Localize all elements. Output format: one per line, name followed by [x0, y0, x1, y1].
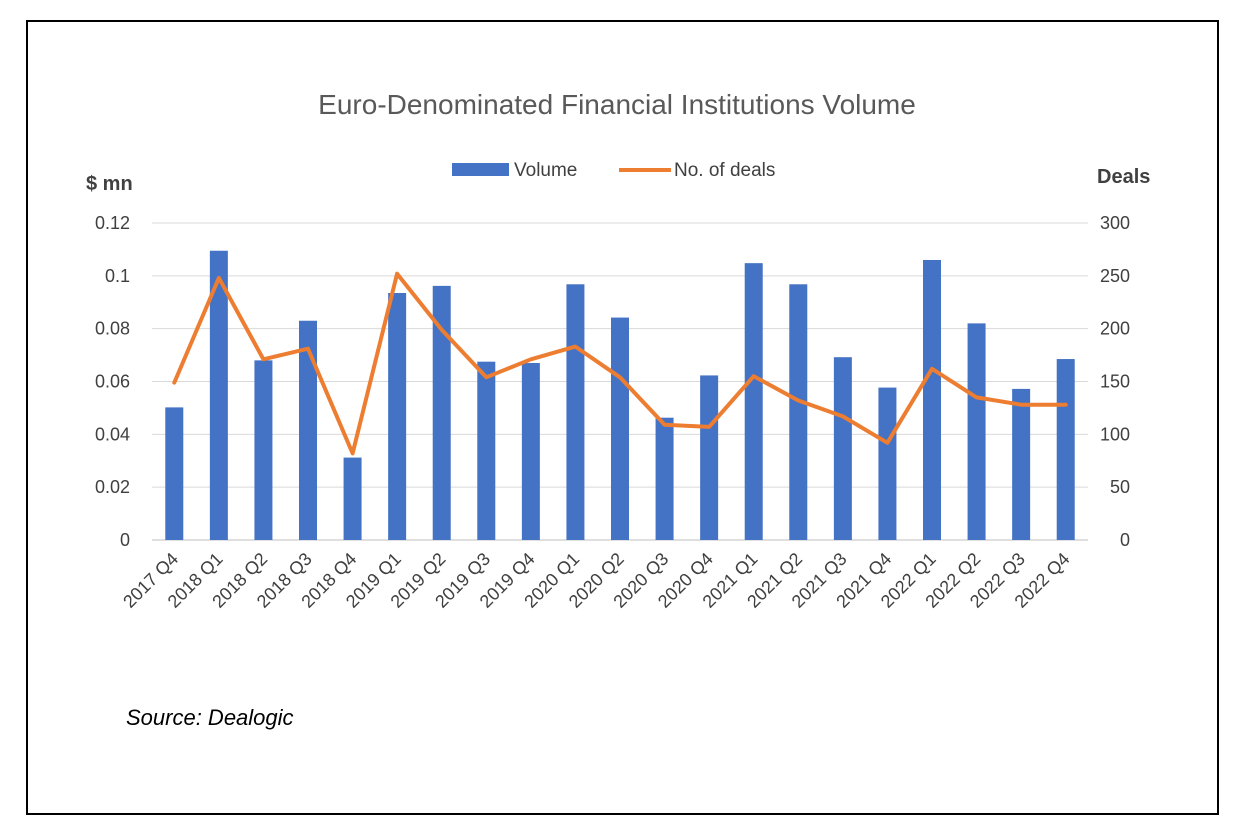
volume-bar: [744, 263, 763, 540]
volume-bar: [833, 357, 852, 540]
volume-bar: [521, 363, 540, 540]
volume-bar: [343, 457, 362, 540]
volume-bar: [566, 284, 585, 540]
volume-bar: [923, 259, 941, 540]
volume-bar: [878, 387, 897, 540]
volume-bar: [299, 320, 317, 540]
volume-bar: [700, 375, 719, 540]
volume-bar: [254, 360, 273, 540]
chart: Euro-Denominated Financial Institutions …: [86, 89, 1150, 730]
volume-bar: [967, 323, 986, 540]
volume-bar: [165, 407, 184, 540]
legend-swatch-volume: [452, 163, 509, 176]
chart-frame: Euro-Denominated Financial Institutions …: [26, 20, 1219, 815]
y-left-tick-label: 0.12: [95, 213, 130, 233]
y-right-tick-label: 100: [1100, 424, 1130, 444]
deals-line-path: [172, 271, 1068, 456]
y-right-axis-label: Deals: [1097, 166, 1150, 188]
volume-bar: [655, 417, 674, 540]
y-right-ticks: 0 50 100 150 200 250 300: [1100, 213, 1130, 550]
legend-label-deals: No. of deals: [674, 160, 775, 181]
y-left-tick-label: 0.02: [95, 477, 130, 497]
y-left-axis-label: $ mn: [86, 173, 133, 195]
chart-title: Euro-Denominated Financial Institutions …: [318, 89, 916, 120]
volume-bar: [477, 361, 496, 540]
volume-bar: [1012, 388, 1031, 540]
legend: Volume No. of deals: [452, 160, 775, 181]
y-left-ticks: 0 0.02 0.04 0.06 0.08 0.1 0.12: [95, 213, 130, 550]
volume-bars: [165, 250, 1075, 541]
y-right-tick-label: 300: [1100, 213, 1130, 233]
y-left-tick-label: 0.08: [95, 319, 130, 339]
source-note: Source: Dealogic: [126, 705, 294, 730]
y-right-tick-label: 200: [1100, 319, 1130, 339]
y-right-tick-label: 250: [1100, 266, 1130, 286]
y-left-tick-label: 0.1: [105, 266, 130, 286]
y-right-tick-label: 0: [1120, 530, 1130, 550]
y-left-tick-label: 0.06: [95, 372, 130, 392]
legend-label-volume: Volume: [514, 160, 577, 181]
volume-bar: [1056, 359, 1075, 540]
volume-bar: [209, 250, 228, 541]
y-left-tick-label: 0: [120, 530, 130, 550]
volume-bar: [611, 317, 629, 540]
y-right-tick-label: 150: [1100, 372, 1130, 392]
y-left-tick-label: 0.04: [95, 424, 130, 444]
volume-bar: [432, 285, 451, 540]
deals-line: [172, 271, 1068, 456]
y-right-tick-label: 50: [1110, 477, 1130, 497]
volume-bar: [388, 293, 407, 540]
volume-bar: [789, 284, 808, 540]
